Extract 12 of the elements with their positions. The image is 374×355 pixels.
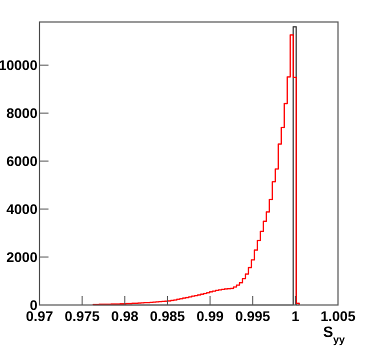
y-tick-label: 8000 [6,105,38,122]
x-axis-title: S$_{yy}$ [323,324,346,346]
y-tick-label: 6000 [6,153,38,170]
x-tick-label: 0.98 [111,308,139,324]
x-tick-label: 0.985 [150,308,186,324]
x-tick-label: 0.975 [64,308,100,324]
x-tick-label: 0.995 [235,308,270,324]
x-tick-label: 1.005 [320,308,356,324]
x-tick-label: 0.99 [196,308,224,324]
y-tick-label: 2000 [6,249,38,266]
x-tick-label: 1 [291,308,300,324]
y-tick-label: 4000 [6,201,38,218]
